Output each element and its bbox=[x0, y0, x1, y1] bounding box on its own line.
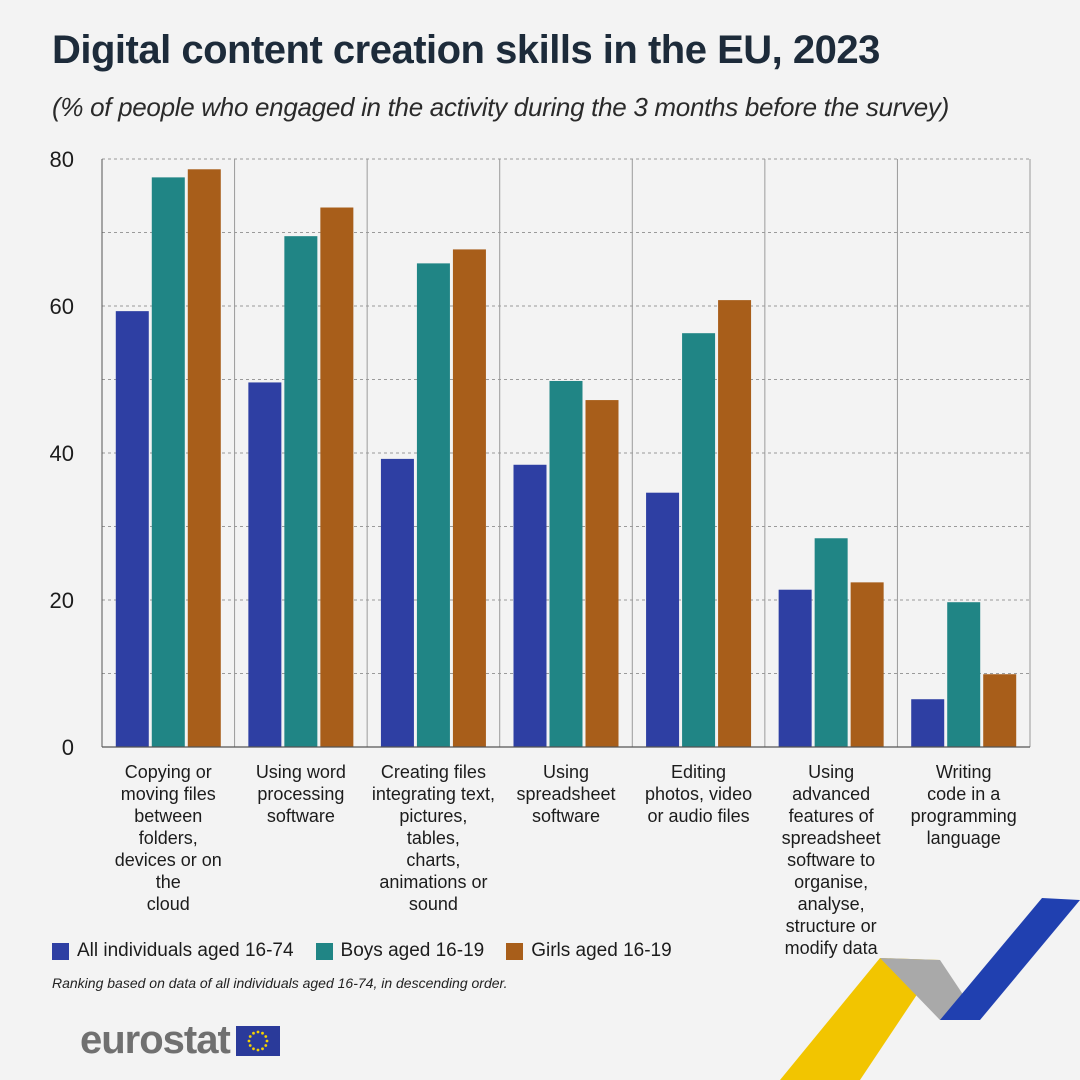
legend-label: All individuals aged 16-74 bbox=[77, 940, 294, 961]
legend-item: All individuals aged 16-74 bbox=[52, 940, 294, 962]
x-category-label: Using word processing software bbox=[255, 762, 346, 826]
flag-star bbox=[256, 1048, 260, 1051]
legend-swatch bbox=[315, 942, 333, 960]
bar-boys bbox=[947, 602, 981, 747]
bar-all bbox=[248, 382, 282, 747]
legend-item: Boys aged 16-19 bbox=[315, 940, 485, 962]
x-category-label: Using advanced features of spreadsheet soft… bbox=[781, 762, 881, 958]
flag-star bbox=[256, 1030, 260, 1033]
chart-legend: All individuals aged 16-74 Boys aged 16-1… bbox=[52, 940, 694, 962]
y-tick-label: 20 bbox=[50, 588, 74, 613]
chart-title: Digital content creation skills in the E… bbox=[52, 28, 880, 72]
eu-flag-icon bbox=[235, 1025, 280, 1056]
bar-girls bbox=[983, 674, 1017, 747]
decorative-ribbon-graphic bbox=[780, 898, 1080, 1080]
bar-boys bbox=[682, 333, 716, 747]
flag-star bbox=[247, 1039, 251, 1042]
bar-boys bbox=[549, 380, 583, 747]
bar-boys bbox=[814, 538, 848, 747]
y-tick-label: 60 bbox=[50, 294, 74, 319]
flag-star bbox=[260, 1031, 264, 1035]
bar-all bbox=[911, 699, 945, 747]
flag-star bbox=[260, 1046, 264, 1050]
bar-boys bbox=[284, 236, 318, 748]
y-tick-label: 40 bbox=[50, 441, 74, 466]
bar-girls bbox=[187, 169, 221, 748]
bar-all bbox=[513, 464, 547, 747]
bar-girls bbox=[320, 207, 354, 747]
bar-all bbox=[380, 458, 414, 747]
legend-swatch bbox=[506, 942, 524, 960]
flag-star bbox=[264, 1043, 268, 1047]
flag-star bbox=[265, 1039, 269, 1042]
bar-chart: 0 20 40 60 80 bbox=[50, 147, 1031, 760]
x-category-label: Copying or moving files between folders, de… bbox=[114, 762, 222, 914]
y-tick-label: 80 bbox=[50, 147, 74, 172]
bar-boys bbox=[416, 263, 450, 747]
bar-girls bbox=[452, 249, 486, 747]
flag-star bbox=[264, 1034, 268, 1038]
y-tick-label: 0 bbox=[62, 735, 74, 760]
footnote: Ranking based on data of all individuals… bbox=[52, 975, 508, 991]
flag-star bbox=[248, 1034, 252, 1038]
legend-label: Girls aged 16-19 bbox=[531, 940, 672, 961]
chart-subtitle: (% of people who engaged in the activity… bbox=[52, 92, 949, 122]
eurostat-logo: eurostat bbox=[80, 1018, 280, 1063]
x-category-label: Writing code in a programming language bbox=[910, 762, 1017, 848]
legend-swatch bbox=[52, 942, 69, 960]
x-category-label: Using spreadsheet software bbox=[516, 762, 616, 826]
flag-star bbox=[248, 1043, 252, 1047]
bar-girls bbox=[585, 400, 619, 747]
flag-star bbox=[251, 1046, 255, 1050]
legend-item: Girls aged 16-19 bbox=[506, 940, 672, 962]
x-category-label: Creating files integrating text, pictures,… bbox=[371, 762, 495, 914]
bar-girls bbox=[850, 582, 884, 747]
bar-all bbox=[646, 492, 680, 747]
x-category-label: Editing photos, video or audio files bbox=[645, 762, 753, 826]
flag-star bbox=[251, 1031, 255, 1035]
bar-all bbox=[778, 589, 812, 747]
bar-all bbox=[115, 311, 149, 747]
logo-text: eurostat bbox=[80, 1018, 231, 1062]
bar-girls bbox=[718, 300, 752, 747]
legend-label: Boys aged 16-19 bbox=[340, 940, 485, 961]
bar-boys bbox=[151, 177, 185, 747]
